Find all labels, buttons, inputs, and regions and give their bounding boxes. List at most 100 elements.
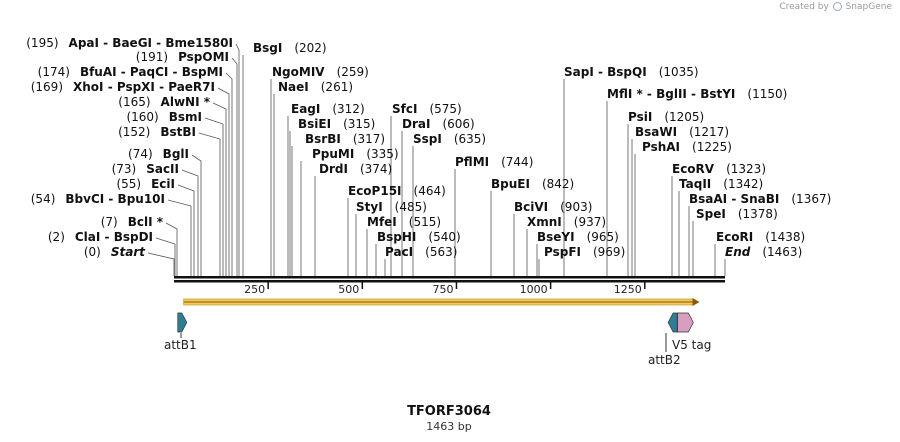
ruler-tick-label: 250 <box>244 283 265 296</box>
site-name: SspI <box>413 132 442 146</box>
site-name: PflMI <box>455 155 489 169</box>
site-position: (903) <box>560 200 592 214</box>
site-name: BsgI <box>253 41 282 55</box>
site-label[interactable]: (174) BfuAI - PaqCI - BspMI <box>38 65 223 79</box>
site-label[interactable]: (191) PspOMI <box>136 50 229 64</box>
site-label[interactable]: End (1463) <box>725 245 802 259</box>
site-label[interactable]: (169) XhoI - PspXI - PaeR7I <box>31 80 215 94</box>
site-label[interactable]: EcoRV (1323) <box>672 162 766 176</box>
feature-v5-tag[interactable] <box>677 312 694 333</box>
feature-label-v5-tag[interactable]: V5 tag <box>672 338 711 352</box>
site-label[interactable]: (160) BsmI <box>126 110 202 124</box>
site-name: PspOMI <box>178 50 229 64</box>
site-label[interactable]: EcoP15I (464) <box>348 184 446 198</box>
site-name: EcoRV <box>672 162 715 176</box>
site-label[interactable]: (152) BstBI <box>118 125 196 139</box>
feature-orf[interactable] <box>183 298 700 306</box>
site-name: NgoMIV <box>272 65 325 79</box>
site-label[interactable]: EagI (312) <box>291 102 365 116</box>
site-position: (842) <box>542 177 574 191</box>
site-position: (540) <box>428 230 460 244</box>
site-name: DrdI <box>319 162 348 176</box>
site-position: (7) <box>101 215 118 229</box>
site-label[interactable]: BsaWI (1217) <box>635 125 729 139</box>
site-leader <box>235 43 240 276</box>
site-label[interactable]: (2) ClaI - BspDI <box>48 230 153 244</box>
site-name: PspFI <box>544 245 581 259</box>
site-label[interactable]: (0) Start <box>84 245 146 259</box>
site-label[interactable]: SspI (635) <box>413 132 486 146</box>
site-leader <box>217 87 230 276</box>
site-label[interactable]: PspFI (969) <box>544 245 625 259</box>
site-position: (1342) <box>723 177 763 191</box>
site-position: (54) <box>31 192 56 206</box>
site-name: AlwNI * <box>161 95 211 109</box>
map-length: 1463 bp <box>426 420 471 433</box>
site-label[interactable]: XmnI (937) <box>527 215 606 229</box>
feature-label-attb1[interactable]: attB1 <box>164 338 197 352</box>
site-label[interactable]: (55) EciI <box>116 177 175 191</box>
site-position: (1150) <box>747 87 787 101</box>
feature-attb1[interactable] <box>177 312 188 333</box>
site-label[interactable]: SpeI (1378) <box>696 207 778 221</box>
site-name: PpuMI <box>312 147 354 161</box>
site-label[interactable]: BciVI (903) <box>514 200 592 214</box>
site-label[interactable]: PshAI (1225) <box>642 140 732 154</box>
site-label[interactable]: NaeI (261) <box>278 80 353 94</box>
site-position: (1367) <box>791 192 831 206</box>
site-name: Start <box>111 245 146 259</box>
site-label[interactable]: TaqII (1342) <box>679 177 763 191</box>
site-name: TaqII <box>679 177 711 191</box>
site-label[interactable]: PpuMI (335) <box>312 147 399 161</box>
site-label[interactable]: PacI (563) <box>385 245 457 259</box>
site-name: SapI - BspQI <box>564 65 647 79</box>
site-label[interactable]: BsaAI - SnaBI (1367) <box>689 192 831 206</box>
site-label[interactable]: PflMI (744) <box>455 155 533 169</box>
site-name: BpuEI <box>491 177 530 191</box>
site-name: ApaI - BaeGI - Bme1580I <box>69 36 233 50</box>
site-label[interactable]: EcoRI (1438) <box>716 230 805 244</box>
site-label[interactable]: DraI (606) <box>402 117 475 131</box>
site-label[interactable]: BseYI (965) <box>537 230 619 244</box>
site-label[interactable]: (7) BclI * <box>101 215 164 229</box>
site-label[interactable]: BsiEI (315) <box>298 117 375 131</box>
site-position: (1438) <box>765 230 805 244</box>
site-label[interactable]: PsiI (1205) <box>628 110 704 124</box>
site-label[interactable]: StyI (485) <box>356 200 427 214</box>
site-name: BsaAI - SnaBI <box>689 192 779 206</box>
site-leader <box>198 132 221 276</box>
site-name: XmnI <box>527 215 562 229</box>
site-label[interactable]: BsgI (202) <box>253 41 327 55</box>
site-name: BsrBI <box>305 132 341 146</box>
site-position: (174) <box>38 65 70 79</box>
feature-attb2[interactable] <box>667 312 678 333</box>
site-label[interactable]: BpuEI (842) <box>491 177 574 191</box>
site-label[interactable]: (54) BbvCI - Bpu10I <box>31 192 165 206</box>
site-label[interactable]: (165) AlwNI * <box>118 95 210 109</box>
site-label[interactable]: (74) BglI <box>128 147 189 161</box>
site-label[interactable]: NgoMIV (259) <box>272 65 369 79</box>
site-leader <box>212 102 227 276</box>
site-name: ClaI - BspDI <box>75 230 153 244</box>
site-label[interactable]: (73) SacII <box>112 162 179 176</box>
site-name: BsmI <box>169 110 202 124</box>
site-name: SpeI <box>696 207 726 221</box>
site-position: (1323) <box>726 162 766 176</box>
site-name: DraI <box>402 117 430 131</box>
site-position: (335) <box>366 147 398 161</box>
branding-prefix: Created by <box>779 2 829 12</box>
site-position: (317) <box>353 132 385 146</box>
site-name: BstBI <box>160 125 196 139</box>
site-label[interactable]: (195) ApaI - BaeGI - Bme1580I <box>26 36 233 50</box>
site-label[interactable]: SfcI (575) <box>392 102 462 116</box>
feature-label-attb2[interactable]: attB2 <box>648 353 681 367</box>
site-label[interactable]: BspHI (540) <box>377 230 461 244</box>
site-label[interactable]: MflI * - BglII - BstYI (1150) <box>607 87 787 101</box>
site-label[interactable]: MfeI (515) <box>367 215 441 229</box>
site-name: BfuAI - PaqCI - BspMI <box>80 65 223 79</box>
site-name: PsiI <box>628 110 652 124</box>
site-label[interactable]: DrdI (374) <box>319 162 392 176</box>
site-leader <box>165 222 178 276</box>
site-label[interactable]: BsrBI (317) <box>305 132 385 146</box>
site-label[interactable]: SapI - BspQI (1035) <box>564 65 699 79</box>
